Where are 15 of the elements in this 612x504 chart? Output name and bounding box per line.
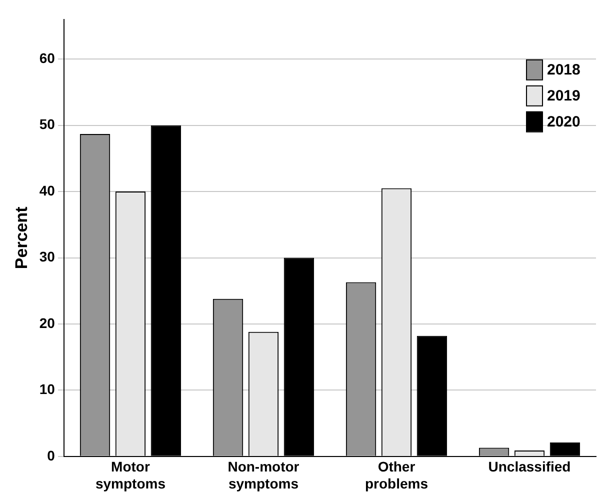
x-tick-label: Motor symptoms <box>95 458 166 492</box>
legend-label: 2018 <box>547 62 580 79</box>
x-tick-label: Other problems <box>364 458 428 492</box>
x-tick-label: Non-motor symptoms <box>228 458 300 492</box>
y-tick-label: 50 <box>39 116 56 132</box>
y-tick-label: 30 <box>39 248 56 265</box>
y-tick-label: 20 <box>39 314 56 331</box>
y-tick-label: 0 <box>47 447 56 464</box>
y-axis-title: Percent <box>12 206 31 270</box>
y-tick-label: 60 <box>39 50 56 66</box>
y-tick-label: 10 <box>39 381 56 398</box>
x-tick-label: Unclassified <box>488 458 571 475</box>
y-tick-label: 40 <box>39 182 56 198</box>
legend-label: 2019 <box>547 88 580 105</box>
legend-label: 2020 <box>547 114 580 131</box>
